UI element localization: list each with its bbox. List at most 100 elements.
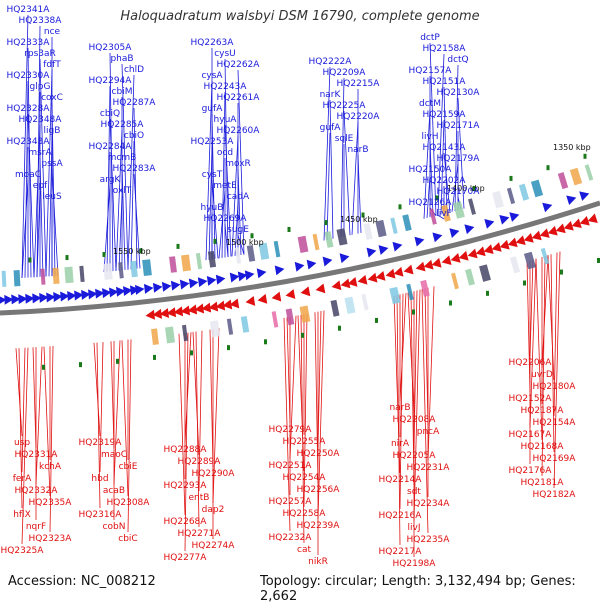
- bottom-connector: [550, 254, 555, 453]
- top-connector: [457, 97, 465, 209]
- gene-label-top: HQ2157A: [409, 66, 453, 76]
- gc-tick: [139, 248, 143, 254]
- gc-tick: [361, 212, 365, 218]
- minus-strand-feature: [587, 213, 598, 223]
- minus-strand-feature: [257, 293, 268, 304]
- minus-track-block: [451, 272, 459, 290]
- plus-strand-feature: [566, 195, 577, 206]
- minus-track-block: [165, 326, 175, 344]
- gene-label-top: glpG: [30, 82, 51, 92]
- gene-label-bottom: HQ2176A: [509, 466, 553, 476]
- gc-tick: [583, 153, 587, 159]
- gene-label-top: HQ2215A: [337, 79, 381, 89]
- plus-track-block: [324, 231, 334, 248]
- plus-strand-feature: [67, 291, 77, 302]
- gene-label-top: cbiO: [124, 131, 144, 141]
- top-connector: [426, 174, 431, 218]
- bottom-connector: [32, 347, 37, 449]
- gene-label-top: moxR: [225, 159, 251, 169]
- gene-label-top: sugE: [227, 225, 249, 235]
- plus-strand-feature: [244, 270, 255, 281]
- minus-strand-feature: [431, 257, 442, 268]
- gc-tick: [509, 175, 513, 181]
- plus-track-block: [453, 201, 465, 219]
- gene-label-bottom: HQ2198A: [393, 559, 437, 569]
- minus-track-block: [509, 256, 521, 274]
- plus-strand-feature: [161, 281, 172, 292]
- gene-label-top: HQ2159A: [423, 110, 467, 120]
- gc-tick: [301, 332, 304, 338]
- plus-track-block: [297, 235, 309, 253]
- plus-strand-feature: [102, 288, 112, 299]
- plus-strand-feature: [18, 294, 28, 305]
- gene-label-top: gufA: [320, 123, 342, 133]
- bottom-connector: [413, 290, 418, 450]
- gene-label-bottom: HQ2256A: [297, 485, 341, 495]
- plus-track-block: [195, 252, 203, 270]
- minus-strand-feature: [300, 286, 311, 297]
- minus-strand-feature: [215, 300, 226, 311]
- top-connector: [221, 91, 226, 258]
- top-connector: [51, 168, 59, 276]
- gc-tick: [523, 280, 526, 286]
- minus-strand-feature: [145, 309, 156, 320]
- gene-label-bottom: kchA: [39, 462, 62, 472]
- minus-strand-feature: [194, 303, 205, 314]
- top-connector: [48, 135, 53, 277]
- top-connector: [451, 163, 459, 212]
- gene-label-top: rps3aR: [24, 49, 56, 59]
- gene-label-top: HQ2341A: [7, 5, 51, 15]
- bottom-connector: [413, 289, 421, 522]
- plus-strand-feature: [414, 236, 425, 247]
- bottom-connector: [421, 289, 429, 534]
- scale-label: 1400 kbp: [447, 184, 485, 193]
- map-title: Haloquadratum walsbyi DSM 16790, complet…: [120, 9, 480, 24]
- gene-label-bottom: HQ2251A: [269, 461, 313, 471]
- top-connector: [211, 113, 216, 259]
- minus-strand-feature: [531, 230, 542, 241]
- bottom-connector: [314, 312, 319, 484]
- top-connector: [231, 135, 239, 257]
- gene-label-bottom: HQ2250A: [297, 449, 341, 459]
- gene-label-top: HQ2287A: [113, 98, 157, 108]
- bottom-connector: [110, 341, 115, 449]
- plus-strand-feature: [46, 292, 56, 303]
- plus-track-block: [169, 256, 177, 273]
- minus-strand-feature: [507, 237, 518, 248]
- minus-track-block: [389, 286, 401, 305]
- gene-label-top: cadA: [227, 192, 250, 202]
- scale-label: 1500 kbp: [226, 238, 264, 247]
- minus-track-block: [420, 279, 430, 297]
- gene-label-top: HQ2130A: [437, 88, 481, 98]
- gene-label-bottom: nikR: [308, 557, 328, 567]
- top-connector: [130, 140, 135, 270]
- gc-tick: [449, 300, 452, 306]
- bottom-connector: [99, 342, 104, 473]
- plus-strand-feature: [484, 219, 495, 229]
- bottom-connector: [192, 331, 200, 456]
- minus-track-block: [181, 324, 189, 342]
- plus-strand-feature: [60, 291, 70, 302]
- minus-strand-feature: [547, 225, 558, 236]
- minus-strand-feature: [441, 255, 452, 266]
- minus-track-block: [523, 251, 537, 270]
- gene-label-bottom: HQ2214A: [379, 475, 423, 485]
- plus-track-block: [40, 268, 46, 285]
- gene-label-top: coxC: [41, 93, 63, 103]
- plus-strand-feature: [88, 289, 98, 300]
- bottom-connector: [209, 329, 214, 468]
- bottom-connector: [547, 255, 555, 381]
- gene-label-top: HQ2209A: [323, 68, 367, 78]
- bottom-connector: [18, 348, 23, 509]
- plus-track-block: [52, 267, 60, 284]
- gene-label-bottom: ferA: [13, 474, 32, 484]
- gene-label-bottom: HQ2235A: [407, 535, 451, 545]
- bottom-connector: [535, 258, 543, 441]
- gene-label-top: HQ2253A: [191, 137, 235, 147]
- gene-label-top: pssA: [41, 159, 63, 169]
- minus-track-block: [344, 296, 356, 314]
- gene-label-top: metE: [213, 181, 237, 191]
- gene-label-bottom: HQ2217A: [379, 547, 423, 557]
- bottom-connector: [529, 258, 537, 429]
- bottom-connector: [399, 292, 407, 402]
